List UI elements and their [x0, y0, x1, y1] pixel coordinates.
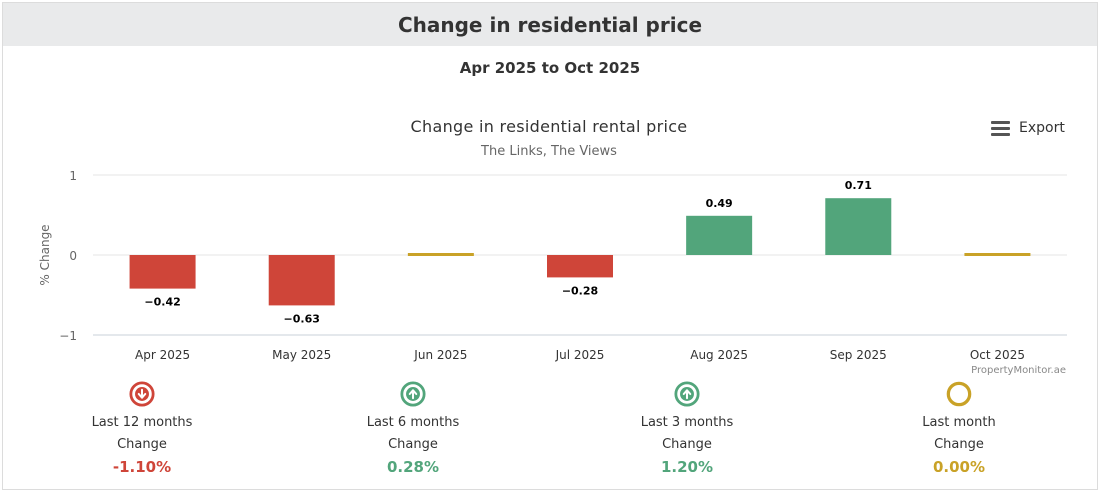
- bar-apr-2025[interactable]: [129, 255, 196, 289]
- summary-value: 0.00%: [932, 458, 986, 476]
- summary-item: Last 12 months Change -1.10%: [62, 381, 222, 476]
- period-label: Apr 2025 to Oct 2025: [459, 59, 641, 77]
- data-label: −0.28: [562, 284, 598, 297]
- summary-caption: Change: [388, 437, 438, 452]
- summary-item: Last 6 months Change 0.28%: [333, 381, 493, 476]
- export-button[interactable]: Export: [991, 120, 1065, 136]
- x-tick-label: Oct 2025: [970, 348, 1025, 362]
- summary-item: Last 3 months Change 1.20%: [607, 381, 767, 476]
- bar-sep-2025[interactable]: [825, 198, 892, 255]
- data-label: 0.71: [845, 179, 872, 192]
- summary-caption: Change: [662, 437, 712, 452]
- y-tick-label: −1: [59, 329, 77, 343]
- x-tick-label: Aug 2025: [690, 348, 748, 362]
- y-tick-label: 0: [69, 249, 77, 263]
- y-axis-label: % Change: [38, 224, 52, 285]
- summary-period: Last month: [922, 415, 996, 430]
- arrow-down-circle-icon: [129, 381, 155, 407]
- arrow-up-circle-icon: [674, 381, 700, 407]
- summary-period: Last 3 months: [640, 415, 734, 430]
- circle-icon: [946, 381, 972, 407]
- summary-period: Last 12 months: [91, 415, 193, 430]
- bar-aug-2025[interactable]: [686, 215, 753, 255]
- x-tick-label: May 2025: [272, 348, 331, 362]
- chart-title: Change in residential rental price: [411, 117, 688, 136]
- x-tick-label: Jul 2025: [555, 348, 605, 362]
- data-label: 0.49: [706, 197, 733, 210]
- bar-oct-2025[interactable]: [964, 253, 1031, 256]
- summary-value: 1.20%: [660, 458, 714, 476]
- x-tick-label: Jun 2025: [413, 348, 467, 362]
- y-tick-label: 1: [69, 169, 77, 183]
- bar-jul-2025[interactable]: [547, 255, 613, 278]
- x-tick-label: Apr 2025: [135, 348, 190, 362]
- summary-caption: Change: [117, 437, 167, 452]
- summary-value: -1.10%: [112, 458, 172, 476]
- widget-header: Change in residential price: [3, 3, 1097, 46]
- summary-period: Last 6 months: [366, 415, 460, 430]
- arrow-up-circle-icon: [400, 381, 426, 407]
- bar-may-2025[interactable]: [268, 255, 335, 306]
- summary-item: Last month Change 0.00%: [879, 381, 1039, 476]
- export-label: Export: [1019, 120, 1065, 136]
- data-label: −0.42: [144, 296, 180, 309]
- summary-caption: Change: [934, 437, 984, 452]
- x-tick-label: Sep 2025: [830, 348, 887, 362]
- bar-jun-2025[interactable]: [407, 253, 474, 256]
- chart-subtitle: The Links, The Views: [480, 144, 617, 159]
- widget-title: Change in residential price: [397, 12, 703, 37]
- rental-price-chart: Change in residential rental price The L…: [38, 117, 1067, 376]
- chart-credit[interactable]: PropertyMonitor.ae: [971, 365, 1066, 376]
- data-label: −0.63: [284, 312, 320, 325]
- summary-value: 0.28%: [386, 458, 440, 476]
- menu-icon: [991, 120, 1010, 136]
